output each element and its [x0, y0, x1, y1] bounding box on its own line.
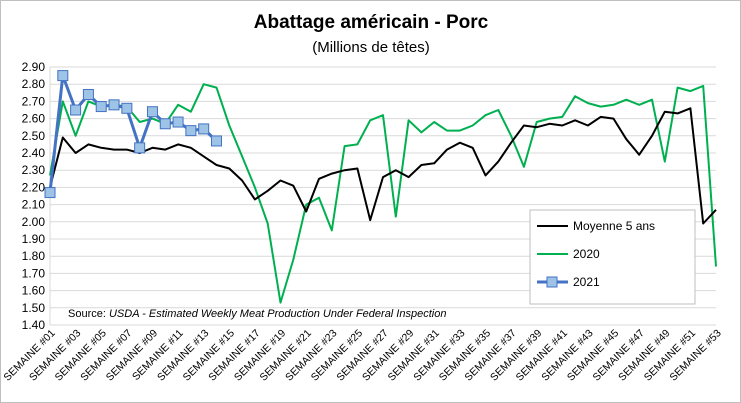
source-text: USDA - Estimated Weekly Meat Production …: [109, 308, 446, 320]
source-note: Source: USDA - Estimated Weekly Meat Pro…: [68, 308, 446, 320]
y-tick-label: 2.50: [22, 129, 46, 143]
y-tick-label: 2.30: [22, 163, 46, 177]
y-tick-label: 1.60: [22, 284, 46, 298]
y-tick-label: 2.20: [22, 180, 46, 194]
data-point-2021: [121, 102, 133, 114]
y-tick-label: 2.10: [22, 198, 46, 212]
y-tick-label: 2.80: [22, 77, 46, 91]
chart-subtitle: (Millions de têtes): [312, 39, 430, 56]
source-prefix: Source:: [68, 308, 109, 320]
data-point-2021: [198, 123, 210, 135]
y-tick-label: 1.80: [22, 249, 46, 263]
data-point-2021: [146, 106, 158, 118]
legend-label-moyenne: Moyenne 5 ans: [573, 219, 655, 233]
y-tick-label: 2.40: [22, 146, 46, 160]
data-point-2021: [185, 125, 197, 137]
y-tick-label: 2.90: [22, 60, 46, 74]
y-tick-label: 1.90: [22, 232, 46, 246]
y-tick-label: 2.00: [22, 215, 46, 229]
data-point-2021: [44, 187, 56, 199]
y-axis-ticks: 1.40 1.50 1.60 1.70 1.80 1.90 2.00 2.10 2.20 2.30…: [22, 60, 46, 332]
y-tick-label: 2.60: [22, 112, 46, 126]
data-point-2021: [159, 118, 171, 130]
y-tick-label: 1.70: [22, 266, 46, 280]
legend-label-2021: 2021: [573, 275, 600, 289]
data-point-2021: [70, 104, 82, 116]
legend: Moyenne 5 ans 2020 2021: [529, 209, 696, 305]
legend-label-2020: 2020: [573, 247, 600, 261]
legend-marker-2021: [546, 276, 558, 288]
data-point-2021: [134, 142, 146, 154]
chart-title: Abattage américain - Porc: [254, 12, 489, 33]
data-point-2021: [82, 89, 94, 101]
data-point-2021: [95, 101, 107, 113]
y-tick-label: 2.70: [22, 94, 46, 108]
y-tick-label: 1.40: [22, 318, 46, 332]
series-lines: [44, 70, 717, 304]
data-point-2021: [172, 116, 184, 128]
series-line-moyenne: [49, 107, 717, 225]
data-point-2021: [211, 135, 222, 147]
data-point-2021: [57, 70, 69, 82]
data-point-2021: [108, 99, 120, 111]
y-tick-label: 1.50: [22, 301, 46, 315]
